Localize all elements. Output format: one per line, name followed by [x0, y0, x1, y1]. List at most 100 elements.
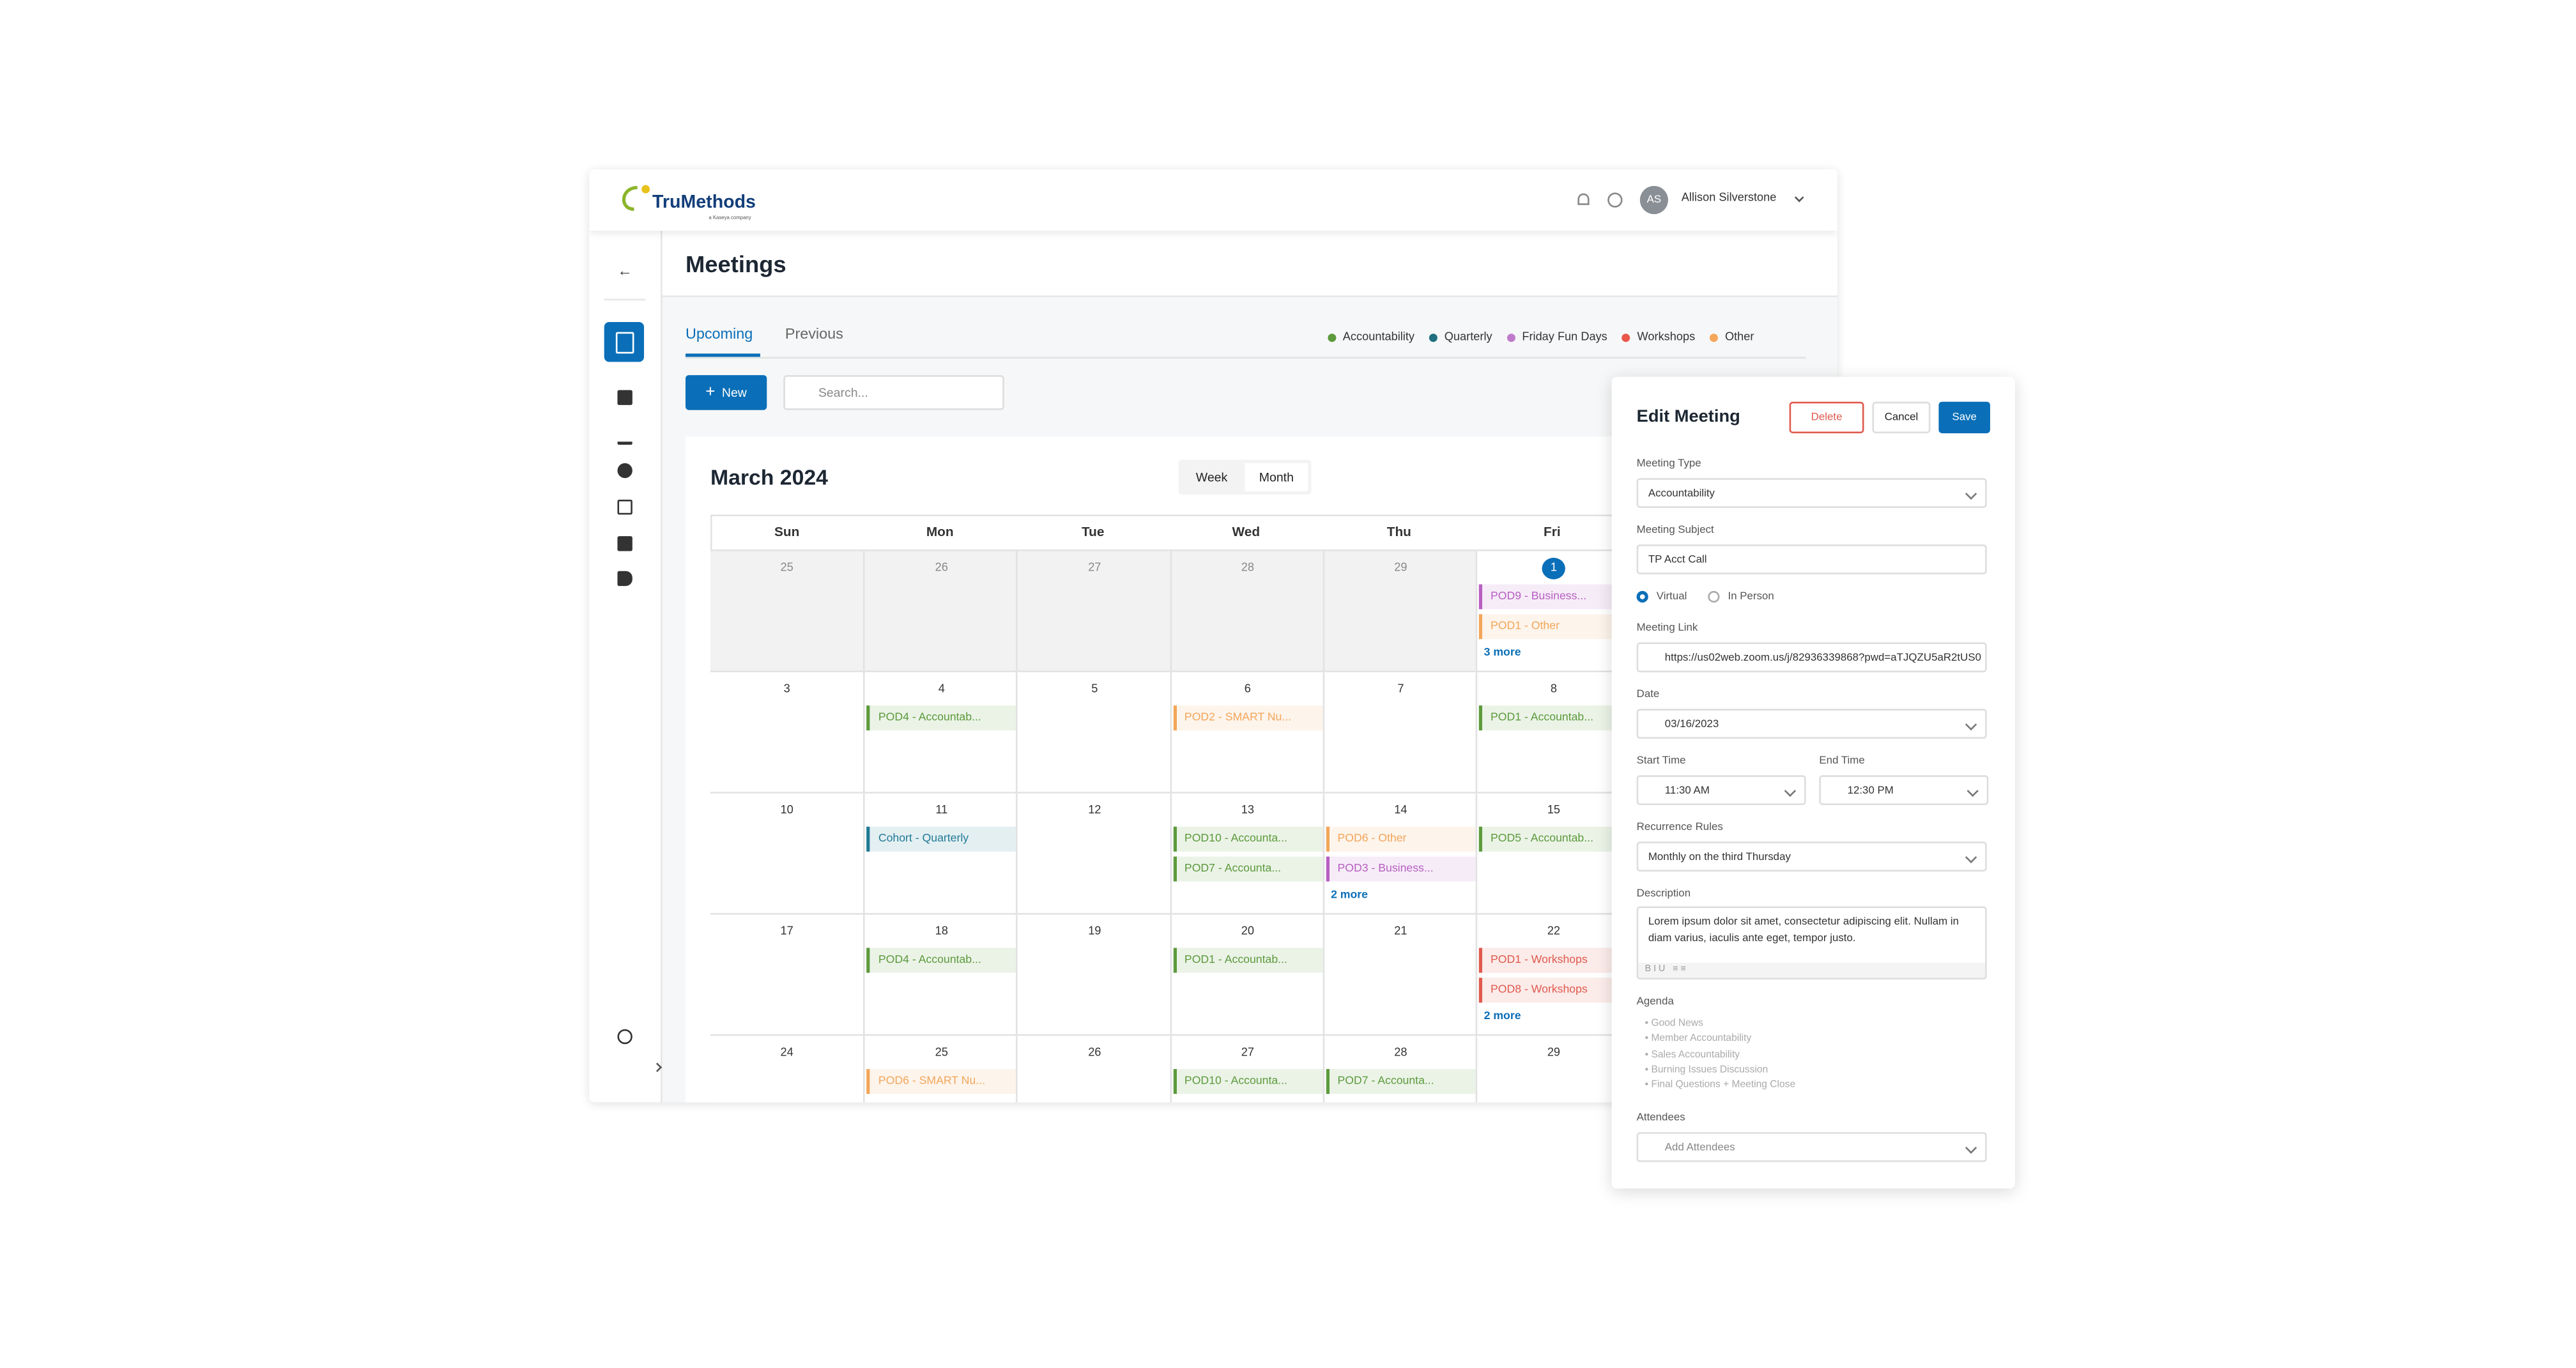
search-box[interactable]: Search...: [783, 375, 1004, 410]
event[interactable]: POD9 - Business...: [1478, 584, 1629, 610]
active-nav[interactable]: [604, 322, 645, 362]
event[interactable]: POD4 - Accountab...: [866, 705, 1016, 731]
day-cell[interactable]: 8 POD1 - Accountab...: [1475, 672, 1629, 792]
attendees-select[interactable]: Add Attendees: [1636, 1132, 1987, 1162]
event[interactable]: POD6 - Other: [1326, 826, 1476, 852]
day-number: 3: [783, 684, 790, 696]
type-select[interactable]: Accountability: [1636, 478, 1987, 508]
recurrence-select[interactable]: Monthly on the third Thursday: [1636, 842, 1987, 872]
event[interactable]: POD1 - Other: [1478, 614, 1629, 640]
radio[interactable]: [1708, 590, 1720, 603]
more-link[interactable]: 3 more: [1483, 647, 1521, 659]
day-cell[interactable]: 21: [1322, 914, 1476, 1034]
day-cell[interactable]: 29: [1322, 551, 1476, 671]
new-button[interactable]: + New: [685, 375, 767, 410]
day-cell[interactable]: 10: [710, 793, 864, 913]
header-icons[interactable]: [1575, 191, 1625, 210]
event[interactable]: POD2 - SMART Nu...: [1172, 705, 1323, 731]
nav-files[interactable]: [617, 536, 632, 551]
tab[interactable]: Previous: [785, 325, 843, 342]
radio-label: Virtual: [1656, 590, 1687, 603]
event[interactable]: POD1 - Accountab...: [1172, 948, 1323, 973]
radio-checked[interactable]: [1636, 590, 1648, 603]
back-arrow[interactable]: ←: [617, 262, 632, 279]
day-cell[interactable]: 20 POD1 - Accountab...: [1169, 914, 1323, 1034]
title-rule: [662, 295, 1837, 298]
end-input[interactable]: 12:30 PM: [1819, 775, 1989, 806]
save-button[interactable]: Save: [1938, 401, 1991, 434]
cancel-button[interactable]: Cancel: [1872, 401, 1931, 434]
day-cell[interactable]: 26: [863, 551, 1016, 671]
field-label: Description: [1636, 888, 1691, 900]
event[interactable]: POD5 - Accountab...: [1478, 826, 1629, 852]
calendar-title: March 2024: [710, 465, 828, 490]
day-cell[interactable]: 25: [710, 551, 864, 671]
event[interactable]: POD4 - Accountab...: [866, 948, 1016, 973]
view-week[interactable]: Week: [1181, 463, 1242, 492]
nav-dashboard[interactable]: [617, 390, 632, 405]
nav-chat[interactable]: [617, 463, 632, 479]
user-menu-chevron[interactable]: [1794, 192, 1804, 203]
day-cell[interactable]: 14 POD6 - Other POD3 - Business... 2 more: [1322, 793, 1476, 913]
day-cell[interactable]: 3: [710, 672, 864, 792]
day-cell[interactable]: 13 POD10 - Accounta... POD7 - Accounta...: [1169, 793, 1323, 913]
day-cell[interactable]: 17: [710, 914, 864, 1034]
more-link[interactable]: 2 more: [1331, 889, 1368, 902]
description-input[interactable]: Lorem ipsum dolor sit amet, consectetur …: [1636, 906, 1987, 980]
day-cell[interactable]: 18 POD4 - Accountab...: [863, 914, 1016, 1034]
event[interactable]: POD10 - Accounta...: [1172, 826, 1323, 852]
nav-calendar[interactable]: [617, 499, 632, 515]
expand-sidebar[interactable]: [652, 1063, 663, 1072]
day-cell[interactable]: 26: [1016, 1036, 1170, 1103]
logo-text: TruMethods: [652, 192, 756, 213]
legend-item: Friday Fun Days: [1506, 328, 1607, 345]
subject-input[interactable]: TP Acct Call: [1636, 544, 1987, 574]
day-cell[interactable]: 24: [710, 1036, 864, 1103]
event[interactable]: Cohort - Quarterly: [866, 826, 1016, 852]
day-number: 15: [1547, 805, 1561, 817]
day-cell[interactable]: 29: [1475, 1036, 1629, 1103]
day-number: 19: [1088, 926, 1101, 938]
more-link[interactable]: 2 more: [1483, 1011, 1521, 1023]
day-cell[interactable]: 5: [1016, 672, 1170, 792]
day-cell[interactable]: 28: [1169, 551, 1323, 671]
delete-button[interactable]: Delete: [1789, 401, 1864, 434]
legend-label: Other: [1724, 331, 1754, 343]
nav-reports[interactable]: [617, 427, 632, 445]
text-toolbar[interactable]: B I U ≡ ≡: [1638, 962, 1986, 978]
day-cell[interactable]: 25 POD6 - SMART Nu...: [863, 1036, 1016, 1103]
day-cell[interactable]: 28 POD7 - Accounta...: [1322, 1036, 1476, 1103]
event[interactable]: POD6 - SMART Nu...: [866, 1069, 1016, 1095]
end-value: 12:30 PM: [1847, 785, 1894, 797]
day-cell[interactable]: 19: [1016, 914, 1170, 1034]
day-cell[interactable]: 6 POD2 - SMART Nu...: [1169, 672, 1323, 792]
day-cell[interactable]: 1 POD9 - Business... POD1 - Other 3 more: [1475, 551, 1629, 671]
link-input[interactable]: https://us02web.zoom.us/j/82936339868?pw…: [1636, 642, 1987, 673]
day-cell[interactable]: 12: [1016, 793, 1170, 913]
nav-support[interactable]: [617, 1029, 632, 1045]
agenda-item: • Good News: [1644, 1019, 1703, 1029]
tab-active[interactable]: Upcoming: [685, 325, 753, 342]
view-month[interactable]: Month: [1245, 463, 1308, 492]
event[interactable]: POD3 - Business...: [1326, 856, 1476, 882]
day-cell[interactable]: 4 POD4 - Accountab...: [863, 672, 1016, 792]
day-cell[interactable]: 11 Cohort - Quarterly: [863, 793, 1016, 913]
event[interactable]: POD7 - Accounta...: [1172, 856, 1323, 882]
event[interactable]: POD1 - Workshops: [1478, 948, 1629, 973]
event[interactable]: POD10 - Accounta...: [1172, 1069, 1323, 1095]
event[interactable]: POD1 - Accountab...: [1478, 705, 1629, 731]
day-cell[interactable]: 22 POD1 - Workshops POD8 - Workshops 2 more: [1475, 914, 1629, 1034]
event[interactable]: POD7 - Accounta...: [1326, 1069, 1476, 1095]
day-cell[interactable]: 27: [1016, 551, 1170, 671]
day-number: 26: [935, 562, 948, 574]
event[interactable]: POD8 - Workshops: [1478, 978, 1629, 1003]
nav-announcements[interactable]: [617, 571, 632, 587]
day-cell[interactable]: 15 POD5 - Accountab...: [1475, 793, 1629, 913]
day-cell[interactable]: 27 POD10 - Accounta...: [1169, 1036, 1323, 1103]
start-input[interactable]: 11:30 AM: [1636, 775, 1806, 806]
date-input[interactable]: 03/16/2023: [1636, 709, 1987, 739]
edit-panel: Edit Meeting Delete Cancel Save Meeting …: [1611, 376, 2015, 1189]
avatar[interactable]: AS: [1639, 185, 1668, 215]
day-cell[interactable]: 7: [1322, 672, 1476, 792]
user-name[interactable]: Allison Silverstone: [1681, 192, 1777, 204]
